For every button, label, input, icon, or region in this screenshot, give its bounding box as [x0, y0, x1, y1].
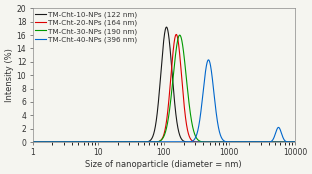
TM-Cht-10-NPs (122 nm): [44, 141, 47, 143]
TM-Cht-20-NPs (164 nm): [186, 130, 190, 133]
Legend: TM-Cht-10-NPs (122 nm), TM-Cht-20-NPs (164 nm), TM-Cht-30-NPs (190 nm), TM-Cht-4: TM-Cht-10-NPs (122 nm), TM-Cht-20-NPs (1…: [35, 11, 138, 44]
TM-Cht-20-NPs (164 nm): [293, 141, 297, 143]
TM-Cht-40-NPs (396 nm): [44, 141, 47, 143]
TM-Cht-30-NPs (190 nm): [126, 141, 129, 143]
Y-axis label: Intensity (%): Intensity (%): [5, 48, 14, 102]
TM-Cht-40-NPs (396 nm): [239, 141, 243, 143]
TM-Cht-30-NPs (190 nm): [44, 141, 47, 143]
TM-Cht-10-NPs (122 nm): [225, 141, 229, 143]
TM-Cht-40-NPs (396 nm): [225, 141, 229, 143]
Line: TM-Cht-40-NPs (396 nm): TM-Cht-40-NPs (396 nm): [32, 60, 295, 142]
TM-Cht-40-NPs (396 nm): [186, 141, 190, 143]
TM-Cht-10-NPs (122 nm): [165, 26, 168, 28]
TM-Cht-20-NPs (164 nm): [197, 141, 201, 143]
X-axis label: Size of nanoparticle (diameter = nm): Size of nanoparticle (diameter = nm): [85, 160, 242, 169]
TM-Cht-10-NPs (122 nm): [31, 141, 34, 143]
TM-Cht-20-NPs (164 nm): [126, 141, 129, 143]
TM-Cht-30-NPs (190 nm): [293, 141, 297, 143]
TM-Cht-10-NPs (122 nm): [186, 141, 190, 143]
TM-Cht-30-NPs (190 nm): [186, 92, 190, 94]
TM-Cht-30-NPs (190 nm): [225, 141, 229, 143]
TM-Cht-30-NPs (190 nm): [239, 141, 243, 143]
TM-Cht-20-NPs (164 nm): [174, 33, 178, 35]
Line: TM-Cht-30-NPs (190 nm): TM-Cht-30-NPs (190 nm): [32, 35, 295, 142]
TM-Cht-20-NPs (164 nm): [225, 141, 229, 143]
TM-Cht-20-NPs (164 nm): [44, 141, 47, 143]
TM-Cht-40-NPs (396 nm): [197, 122, 201, 124]
Line: TM-Cht-10-NPs (122 nm): TM-Cht-10-NPs (122 nm): [32, 27, 295, 142]
TM-Cht-40-NPs (396 nm): [293, 141, 297, 143]
TM-Cht-10-NPs (122 nm): [293, 141, 297, 143]
TM-Cht-20-NPs (164 nm): [31, 141, 34, 143]
TM-Cht-40-NPs (396 nm): [31, 141, 34, 143]
TM-Cht-30-NPs (190 nm): [178, 34, 182, 36]
TM-Cht-40-NPs (396 nm): [207, 59, 210, 61]
TM-Cht-10-NPs (122 nm): [126, 141, 129, 143]
TM-Cht-30-NPs (190 nm): [31, 141, 34, 143]
TM-Cht-10-NPs (122 nm): [239, 141, 243, 143]
Line: TM-Cht-20-NPs (164 nm): TM-Cht-20-NPs (164 nm): [32, 34, 295, 142]
TM-Cht-30-NPs (190 nm): [197, 140, 201, 142]
TM-Cht-20-NPs (164 nm): [239, 141, 243, 143]
TM-Cht-40-NPs (396 nm): [126, 141, 129, 143]
TM-Cht-10-NPs (122 nm): [197, 141, 201, 143]
